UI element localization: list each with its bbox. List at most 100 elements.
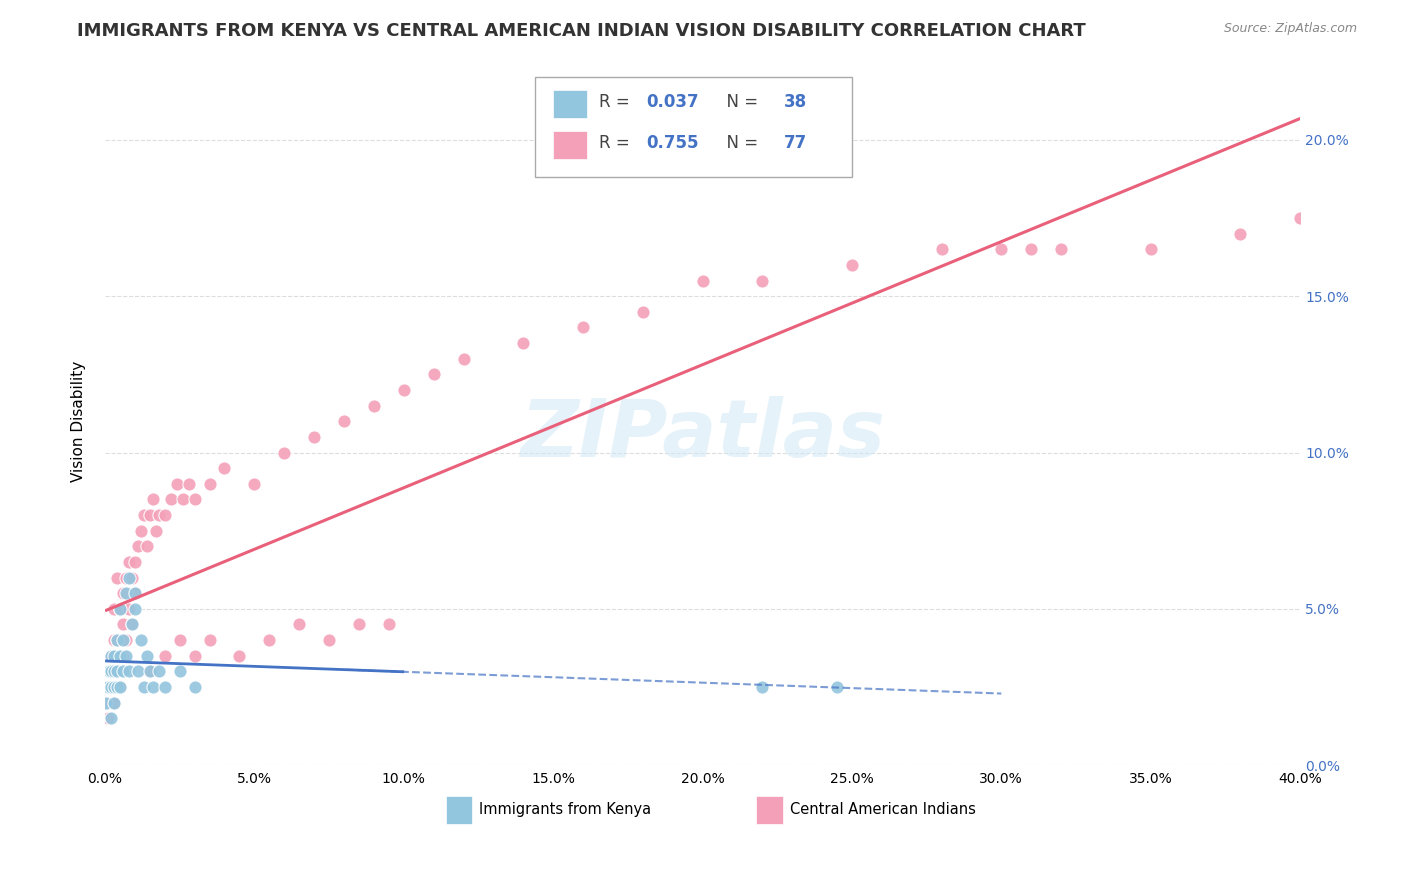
- Point: [135, 539, 157, 553]
- Point: [132, 508, 155, 522]
- Point: [103, 680, 125, 694]
- Point: [127, 665, 149, 679]
- Point: [115, 633, 138, 648]
- FancyBboxPatch shape: [756, 796, 783, 823]
- Point: [118, 602, 141, 616]
- Point: [96, 696, 118, 710]
- Point: [1289, 211, 1312, 226]
- Text: 77: 77: [783, 134, 807, 152]
- FancyBboxPatch shape: [553, 90, 586, 118]
- Text: ZIPatlas: ZIPatlas: [520, 396, 884, 474]
- Point: [124, 586, 146, 600]
- Point: [145, 524, 167, 538]
- Point: [129, 524, 152, 538]
- Point: [166, 476, 188, 491]
- Point: [139, 508, 162, 522]
- Point: [142, 492, 165, 507]
- Point: [177, 476, 200, 491]
- Point: [115, 570, 138, 584]
- Point: [108, 602, 131, 616]
- Point: [183, 492, 205, 507]
- Point: [100, 648, 122, 663]
- Point: [111, 633, 134, 648]
- FancyBboxPatch shape: [446, 796, 472, 823]
- Point: [153, 508, 176, 522]
- Point: [108, 648, 131, 663]
- Point: [1050, 243, 1073, 257]
- Text: N =: N =: [716, 93, 763, 111]
- Point: [103, 696, 125, 710]
- Point: [302, 430, 325, 444]
- Point: [105, 680, 128, 694]
- Point: [100, 665, 122, 679]
- Point: [153, 648, 176, 663]
- Point: [108, 680, 131, 694]
- Text: 0.037: 0.037: [647, 93, 699, 111]
- Point: [129, 633, 152, 648]
- Point: [103, 665, 125, 679]
- Point: [243, 476, 266, 491]
- Point: [103, 602, 125, 616]
- Point: [214, 461, 236, 475]
- Point: [100, 711, 122, 725]
- Point: [121, 617, 143, 632]
- Point: [751, 680, 773, 694]
- Point: [183, 648, 205, 663]
- Point: [127, 539, 149, 553]
- Point: [105, 570, 128, 584]
- Point: [153, 680, 176, 694]
- Point: [108, 602, 131, 616]
- Point: [228, 648, 250, 663]
- Point: [118, 570, 141, 584]
- Y-axis label: Vision Disability: Vision Disability: [72, 360, 86, 482]
- Point: [111, 586, 134, 600]
- Point: [631, 305, 654, 319]
- Point: [148, 665, 170, 679]
- Point: [124, 602, 146, 616]
- Point: [100, 680, 122, 694]
- Point: [198, 476, 221, 491]
- Point: [572, 320, 595, 334]
- Point: [378, 617, 401, 632]
- Point: [453, 351, 475, 366]
- Point: [103, 696, 125, 710]
- Point: [363, 399, 385, 413]
- Point: [103, 633, 125, 648]
- Point: [121, 570, 143, 584]
- Point: [124, 586, 146, 600]
- Point: [512, 336, 534, 351]
- Point: [100, 696, 122, 710]
- Text: 38: 38: [783, 93, 807, 111]
- Point: [98, 665, 121, 679]
- Point: [1139, 243, 1161, 257]
- Point: [100, 680, 122, 694]
- Point: [139, 665, 162, 679]
- Point: [422, 368, 444, 382]
- Point: [100, 648, 122, 663]
- Point: [105, 633, 128, 648]
- Point: [118, 665, 141, 679]
- Text: R =: R =: [599, 93, 634, 111]
- Point: [103, 648, 125, 663]
- Point: [172, 492, 194, 507]
- Text: Source: ZipAtlas.com: Source: ZipAtlas.com: [1223, 22, 1357, 36]
- Point: [105, 665, 128, 679]
- Point: [1019, 243, 1042, 257]
- Text: 0.755: 0.755: [647, 134, 699, 152]
- Point: [115, 648, 138, 663]
- Point: [121, 617, 143, 632]
- Point: [118, 555, 141, 569]
- Point: [169, 665, 191, 679]
- Point: [751, 274, 773, 288]
- Point: [105, 665, 128, 679]
- Point: [841, 258, 863, 272]
- Text: Immigrants from Kenya: Immigrants from Kenya: [479, 802, 651, 817]
- Text: N =: N =: [716, 134, 763, 152]
- Point: [124, 555, 146, 569]
- FancyBboxPatch shape: [553, 131, 586, 160]
- Point: [111, 665, 134, 679]
- Point: [139, 665, 162, 679]
- Point: [132, 680, 155, 694]
- Point: [108, 648, 131, 663]
- Point: [347, 617, 370, 632]
